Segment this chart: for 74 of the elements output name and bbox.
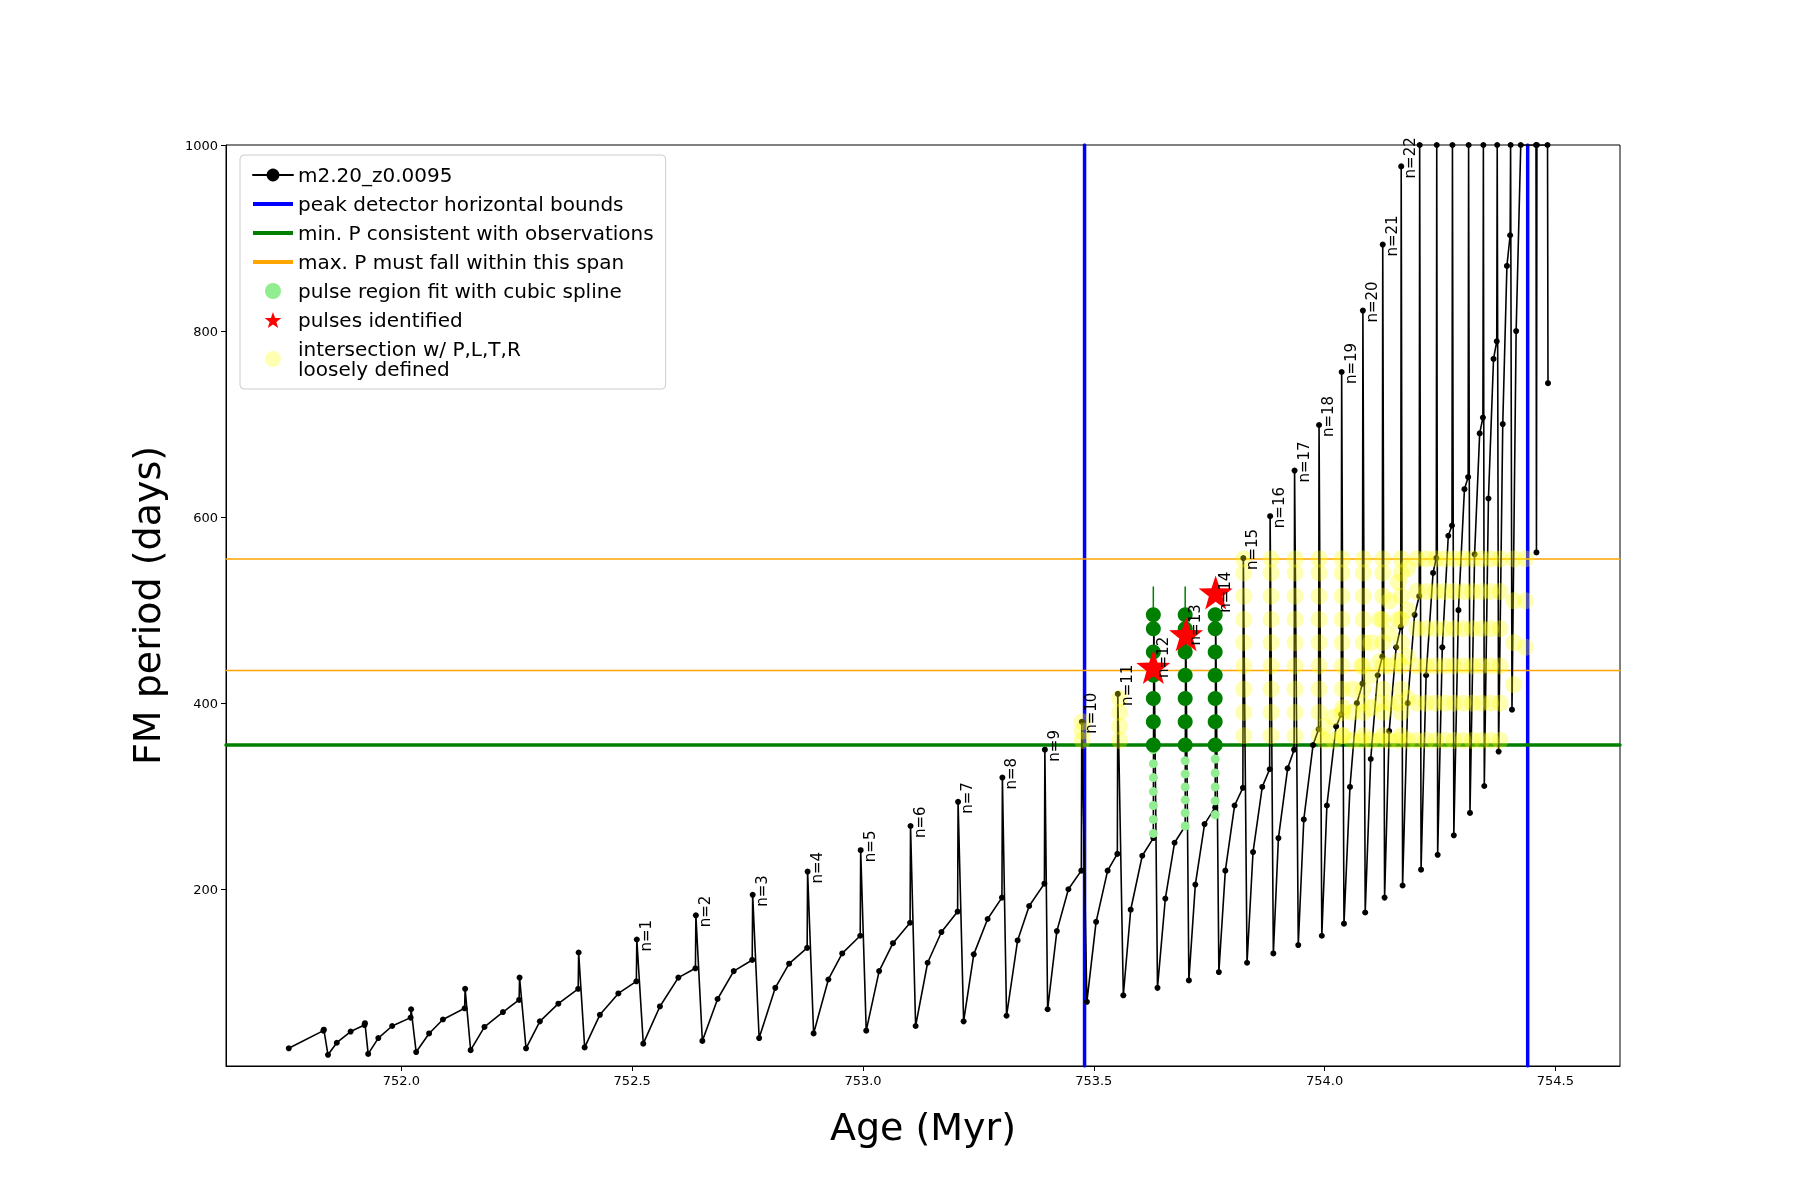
annotation: n=15 [1243, 528, 1262, 571]
point [1148, 787, 1158, 797]
point [1207, 621, 1223, 637]
annotation: n=19 [1341, 342, 1360, 384]
point [1180, 769, 1190, 779]
x-tick-label: 752.0 [382, 1073, 421, 1088]
point [1148, 828, 1158, 838]
annotation: n=8 [1002, 757, 1021, 790]
legend-label: m2.20_z0.0095 [298, 163, 453, 187]
point [1148, 773, 1158, 783]
x-axis-title: Age (Myr) [829, 1105, 1017, 1149]
annotation: n=1 [636, 919, 655, 952]
legend-label: intersection w/ P,L,T,R loosely defined [298, 337, 521, 381]
point [1210, 810, 1220, 820]
point [1177, 691, 1193, 707]
legend-label: max. P must fall within this span [298, 250, 625, 274]
annotation: n=16 [1270, 487, 1289, 529]
point [1210, 754, 1220, 764]
x-tick-label: 754.0 [1305, 1073, 1344, 1088]
legend-label: pulses identified [298, 308, 463, 332]
annotation: n=13 [1185, 604, 1204, 646]
point [1145, 714, 1161, 730]
annotation: n=7 [958, 782, 977, 814]
y-tick-label: 800 [193, 323, 218, 339]
y-tick-label: 600 [193, 509, 218, 525]
x-tick-label: 754.5 [1536, 1073, 1574, 1088]
point [1145, 621, 1161, 637]
annotation: n=5 [860, 830, 879, 863]
point [1145, 737, 1161, 753]
x-tick-label: 753.5 [1075, 1073, 1113, 1088]
annotation: n=14 [1215, 571, 1234, 613]
point [1180, 808, 1190, 818]
point [1177, 737, 1193, 753]
point [1210, 782, 1220, 792]
annotation: n=3 [752, 875, 771, 907]
annotation: n=21 [1382, 215, 1401, 257]
annotation: n=10 [1081, 692, 1100, 734]
point [1180, 782, 1190, 792]
legend-label: pulse region fit with cubic spline [298, 279, 622, 303]
y-tick-label: 200 [193, 881, 218, 897]
point [1207, 691, 1223, 707]
point [1207, 667, 1223, 683]
point [1180, 795, 1190, 805]
y-tick-label: 400 [193, 695, 218, 711]
point [1177, 667, 1193, 683]
annotation: n=22 [1401, 137, 1420, 179]
annotation: n=6 [910, 806, 929, 838]
y-axis-title: FM period (days) [125, 445, 169, 766]
legend-label: min. P consistent with observations [298, 221, 654, 245]
annotation: n=12 [1153, 636, 1172, 678]
x-tick-label: 752.5 [613, 1073, 651, 1088]
point [1148, 801, 1158, 811]
point [1145, 607, 1161, 623]
annotation: n=17 [1294, 441, 1313, 483]
annotation: n=4 [807, 851, 826, 884]
point [1207, 737, 1223, 753]
point [1210, 768, 1220, 778]
point [1207, 714, 1223, 730]
point [1148, 814, 1158, 824]
point [1148, 759, 1158, 769]
annotation: n=11 [1117, 664, 1136, 706]
annotation: n=18 [1319, 395, 1338, 438]
legend-label: peak detector horizontal bounds [298, 192, 624, 216]
point [1207, 644, 1223, 660]
annotation: n=2 [695, 895, 714, 928]
annotation: n=9 [1044, 730, 1063, 762]
point [1177, 644, 1193, 660]
x-tick-label: 753.0 [844, 1073, 882, 1088]
point [1177, 714, 1193, 730]
point [1210, 796, 1220, 806]
point [1180, 756, 1190, 766]
annotation: n=20 [1362, 281, 1381, 323]
y-tick-label: 1000 [184, 137, 218, 153]
point [1145, 691, 1161, 707]
